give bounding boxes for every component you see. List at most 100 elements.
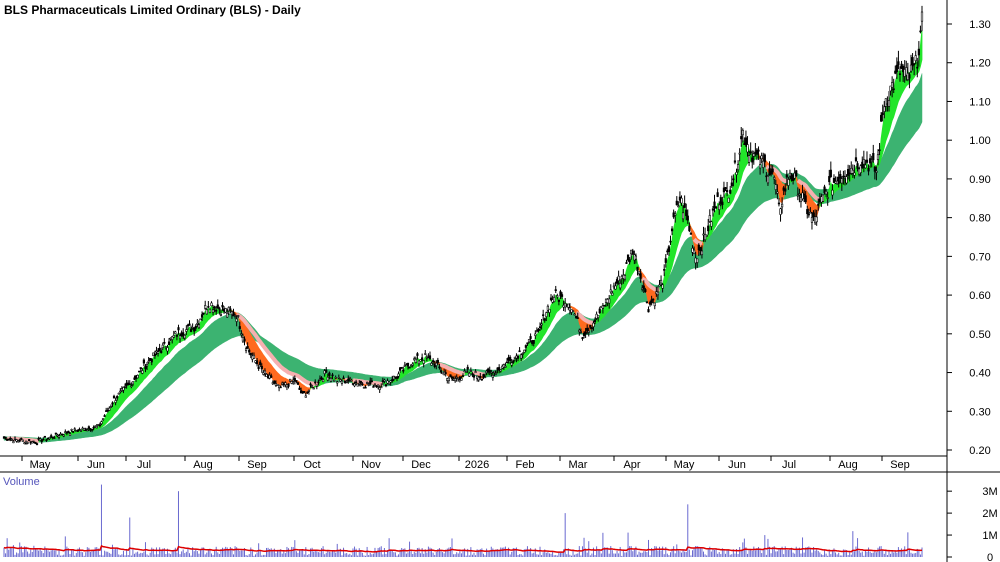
candle-body [667,246,671,252]
candle-body [656,291,660,296]
candle-body [221,304,224,308]
candle-body [202,312,205,315]
candle-body [388,381,391,385]
candle-body [598,308,601,314]
candle-body [708,215,711,222]
candle-body [20,438,23,440]
candle-body [884,98,887,107]
candle-body [645,301,649,303]
short-term-ma-band-up [36,305,234,445]
candle-body [255,360,259,365]
candle-body [364,386,367,389]
candle-body [450,376,454,379]
candle-body [399,367,402,371]
candle-body [746,144,749,153]
candle-body [196,322,199,325]
candle-body [773,177,776,180]
candle-body [87,426,90,429]
candle-body [738,152,741,155]
candle-body [902,66,905,73]
candle-body [177,327,180,331]
candle-body [103,415,106,417]
candle-body [688,225,691,232]
month-label: Dec [411,459,431,471]
candle-body [45,439,48,442]
candle-body [837,176,840,184]
candle-body [840,178,843,184]
candle-body [139,367,142,370]
candle-body [130,385,133,387]
candle-body [380,386,383,389]
candle-body [686,215,689,221]
candle-body [669,240,672,243]
candle-body [807,213,810,216]
candle-body [785,174,788,178]
candle-body [156,351,160,354]
volume-tick-label: 2M [982,508,997,520]
candle-body [685,209,688,217]
candle-body [438,366,441,369]
candle-body [700,250,704,256]
candle-body [659,279,663,284]
candle-body [199,318,202,321]
candle-body [417,360,421,365]
candle-body [372,386,375,388]
candle-body [171,336,174,340]
candle-body [494,372,498,375]
candle-body [350,379,353,382]
candle-body [263,370,267,374]
candle-body [53,437,56,439]
candle-body [373,384,377,387]
candle-body [826,197,829,199]
candle-body [491,374,494,378]
candle-body [523,349,526,353]
candle-body [675,200,678,206]
candle-body [79,429,83,432]
candle-body [369,380,372,385]
candle-body [744,137,748,146]
candle-body [512,360,515,363]
candle-body [729,189,732,194]
candle-body [545,312,548,317]
candle-body [758,164,762,169]
candle-body [559,291,562,297]
candle-body [86,429,89,432]
candle-body [862,159,865,165]
candle-body [290,381,293,384]
candle-body [526,342,529,345]
candle-body [193,327,196,332]
candle-body [204,305,207,309]
candle-body [538,326,542,328]
candle-body [95,425,98,429]
candle-body [454,378,457,382]
candle-body [197,324,201,329]
candle-body [751,157,754,163]
candle-body [718,204,721,210]
candle-body [504,366,507,368]
candle-body [243,338,246,342]
candle-body [185,329,188,332]
candle-body [183,335,186,339]
candle-body [510,362,513,366]
candle-body [259,361,262,366]
candle-body [406,362,410,367]
candle-body [608,298,611,304]
candle-body [444,372,447,374]
candle-body [471,373,474,375]
candle-body [634,255,638,260]
candle-body [61,433,64,436]
candle-body [543,318,546,321]
candle-body [549,297,553,301]
candle-body [306,391,309,394]
candle-body [432,360,435,363]
candle-body [210,302,213,307]
candle-body [460,378,463,381]
candle-body [749,151,752,154]
lagging-ma-line [575,311,595,325]
candle-body [383,379,386,382]
candle-body [411,363,414,366]
candle-body [145,364,149,367]
lagging-ma-line [692,237,703,246]
candle-body [741,129,744,136]
